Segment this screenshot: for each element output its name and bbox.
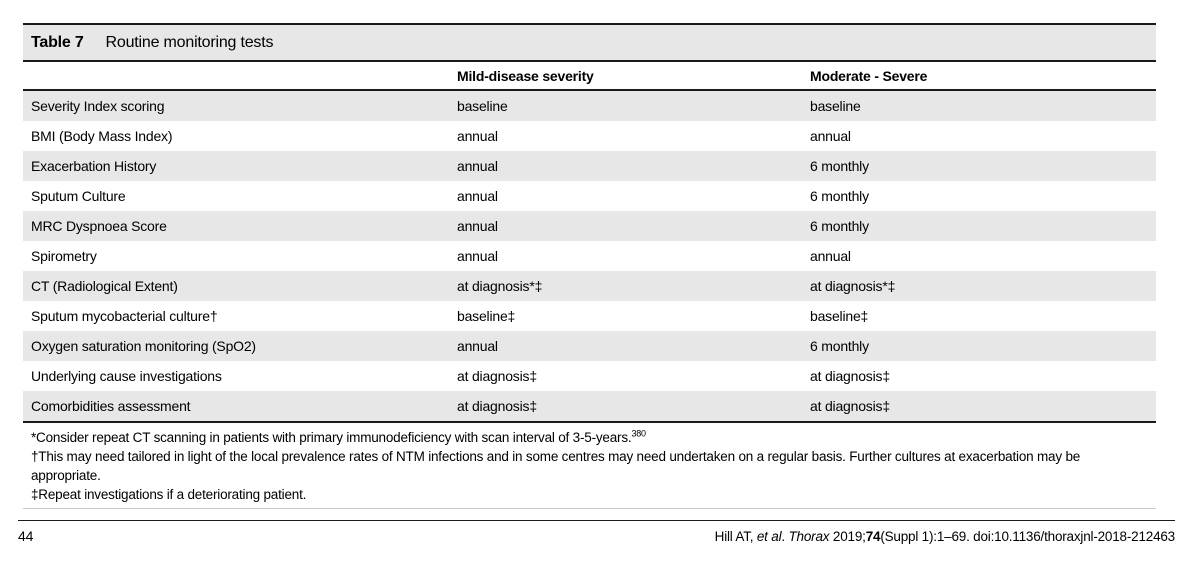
table-row: BMI (Body Mass Index) annual annual — [23, 121, 1156, 151]
table-row: CT (Radiological Extent) at diagnosis*‡ at… — [23, 271, 1156, 301]
table-row: Spirometry annual annual — [23, 241, 1156, 271]
cell-test-name: Sputum Culture — [31, 188, 126, 204]
table-row: Underlying cause investigations at diagno… — [23, 361, 1156, 391]
cell-mild-severity: at diagnosis‡ — [457, 368, 537, 384]
page-footer: 44 Hill AT, et al. Thorax 2019;74(Suppl … — [18, 520, 1175, 544]
table-label: Table 7 — [31, 33, 84, 51]
cell-mild-severity: annual — [457, 188, 498, 204]
citation-authors: Hill AT, — [714, 529, 757, 544]
page-number: 44 — [18, 528, 34, 544]
table-row: Exacerbation History annual 6 monthly — [23, 151, 1156, 181]
column-header-moderate: Moderate - Severe — [810, 68, 928, 84]
cell-mild-severity: annual — [457, 158, 498, 174]
table-row: Comorbidities assessment at diagnosis‡ at … — [23, 391, 1156, 421]
citation-year: 2019; — [829, 529, 866, 544]
table-row: Sputum mycobacterial culture† baseline‡ ba… — [23, 301, 1156, 331]
footnote-dagger: †This may need tailored in light of the … — [31, 449, 1081, 483]
table-body: Severity Index scoring baseline baseline BM… — [23, 91, 1156, 423]
cell-mild-severity: baseline‡ — [457, 308, 516, 324]
cell-moderate-severe: 6 monthly — [810, 218, 869, 234]
citation: Hill AT, et al. Thorax 2019;74(Suppl 1):… — [714, 529, 1176, 544]
citation-separator: . — [781, 529, 789, 544]
cell-test-name: CT (Radiological Extent) — [31, 278, 178, 294]
table-footnotes: *Consider repeat CT scanning in patients… — [23, 423, 1156, 509]
cell-moderate-severe: baseline‡ — [810, 308, 869, 324]
cell-moderate-severe: baseline — [810, 98, 861, 114]
footnote-double-dagger: ‡Repeat investigations if a deterioratin… — [31, 487, 307, 502]
cell-test-name: Exacerbation History — [31, 158, 157, 174]
cell-moderate-severe: annual — [810, 248, 851, 264]
table-row: Sputum Culture annual 6 monthly — [23, 181, 1156, 211]
cell-test-name: Severity Index scoring — [31, 98, 165, 114]
table-row: Oxygen saturation monitoring (SpO2) annua… — [23, 331, 1156, 361]
column-header-mild: Mild-disease severity — [457, 68, 594, 84]
cell-test-name: MRC Dyspnoea Score — [31, 218, 167, 234]
citation-rest: (Suppl 1):1–69. doi:10.1136/thoraxjnl-20… — [880, 529, 1175, 544]
cell-moderate-severe: at diagnosis‡ — [810, 368, 890, 384]
cell-moderate-severe: 6 monthly — [810, 338, 869, 354]
citation-journal: Thorax — [788, 529, 830, 544]
cell-test-name: Oxygen saturation monitoring (SpO2) — [31, 338, 256, 354]
cell-mild-severity: at diagnosis‡ — [457, 398, 537, 414]
reference-superscript: 380 — [631, 428, 646, 439]
table-title: Routine monitoring tests — [105, 33, 274, 51]
cell-mild-severity: annual — [457, 218, 498, 234]
table-7: Table 7 Routine monitoring tests Mild-di… — [23, 23, 1156, 509]
cell-moderate-severe: 6 monthly — [810, 188, 869, 204]
cell-mild-severity: baseline — [457, 98, 508, 114]
cell-test-name: Sputum mycobacterial culture† — [31, 308, 218, 324]
citation-volume: 74 — [865, 529, 881, 544]
cell-mild-severity: annual — [457, 338, 498, 354]
cell-moderate-severe: at diagnosis*‡ — [810, 278, 896, 294]
cell-mild-severity: annual — [457, 128, 498, 144]
cell-moderate-severe: at diagnosis‡ — [810, 398, 890, 414]
footnote-asterisk-text: *Consider repeat CT scanning in patients… — [31, 430, 632, 445]
column-header-test — [23, 84, 457, 89]
table-row: MRC Dyspnoea Score annual 6 monthly — [23, 211, 1156, 241]
cell-test-name: Spirometry — [31, 248, 97, 264]
table-row: Severity Index scoring baseline baseline — [23, 91, 1156, 121]
cell-test-name: Comorbidities assessment — [31, 398, 191, 414]
citation-et-al: et al — [756, 529, 782, 544]
table-header-row: Mild-disease severity Moderate - Severe — [23, 62, 1156, 91]
footnote-asterisk: *Consider repeat CT scanning in patients… — [31, 428, 1148, 447]
cell-test-name: Underlying cause investigations — [31, 368, 222, 384]
cell-moderate-severe: 6 monthly — [810, 158, 869, 174]
table-title-bar: Table 7 Routine monitoring tests — [23, 23, 1156, 62]
cell-moderate-severe: annual — [810, 128, 851, 144]
cell-test-name: BMI (Body Mass Index) — [31, 128, 173, 144]
cell-mild-severity: at diagnosis*‡ — [457, 278, 543, 294]
cell-mild-severity: annual — [457, 248, 498, 264]
